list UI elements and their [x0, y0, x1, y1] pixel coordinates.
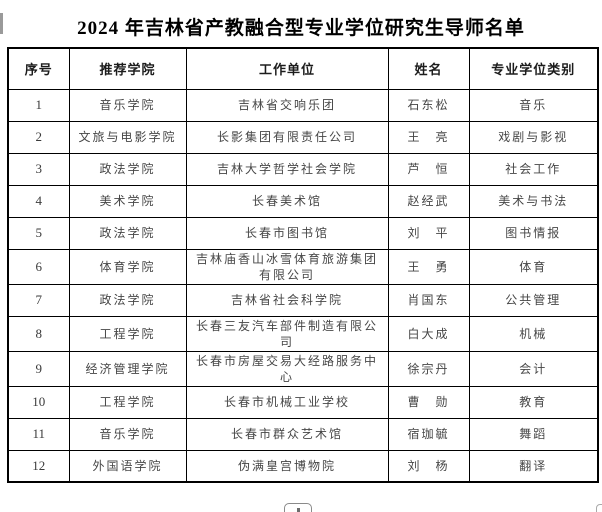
table-cell: 长春市群众艺术馆 — [185, 417, 389, 451]
table-cell: 体育学院 — [68, 248, 187, 285]
table-row: 5 政法学院 长春市图书馆刘 平图书情报 — [7, 216, 599, 250]
table-cell: 白大成 — [387, 315, 470, 352]
table-row: 7 政法学院 吉林省社会科学院 肖国东 公共管理 — [7, 283, 599, 317]
table-cell: 刘 平 — [387, 216, 470, 250]
table-cell: 体育 — [468, 248, 599, 285]
column-header-degree-type: 专业学位类别 — [468, 47, 599, 90]
table-header-row: 序号 推荐学院 工作单位 姓名 专业学位类别 — [7, 47, 599, 90]
table-cell: 宿珈毓 — [387, 417, 470, 451]
supervisor-roster-table: 序号 推荐学院 工作单位 姓名 专业学位类别 1 音乐学院 吉林省交响乐团 石东松 音乐… — [7, 47, 599, 483]
table-row: 2 文旅与电影学院 长影集团有限责任公司王 亮戏剧与影视 — [7, 120, 599, 154]
table-cell: 教育 — [468, 385, 599, 419]
table-cell: 美术与书法 — [468, 184, 599, 218]
table-cell: 石东松 — [387, 88, 470, 122]
table-cell: 工程学院 — [68, 315, 187, 352]
table-cell: 文旅与电影学院 — [68, 120, 187, 154]
table-cell: 戏剧与影视 — [468, 120, 599, 154]
table-cell: 公共管理 — [468, 283, 599, 317]
table-cell: 9 — [7, 350, 70, 387]
table-cell: 社会工作 — [468, 152, 599, 186]
table-cell: 政法学院 — [68, 152, 187, 186]
partial-button-fragment[interactable] — [284, 503, 312, 512]
table-cell: 外国语学院 — [68, 449, 187, 483]
table-cell: 长春美术馆 — [185, 184, 389, 218]
table-cell: 12 — [7, 449, 70, 483]
table-cell: 5 — [7, 216, 70, 250]
table-cell: 刘 杨 — [387, 449, 470, 483]
table-cell: 长春市机械工业学校 — [185, 385, 389, 419]
table-cell: 6 — [7, 248, 70, 285]
table-cell: 长春市图书馆 — [185, 216, 389, 250]
column-header-index: 序号 — [7, 47, 70, 90]
table-cell: 3 — [7, 152, 70, 186]
table-cell: 吉林大学哲学社会学院 — [185, 152, 389, 186]
table-cell: 长春市房屋交易大经路服务中心 — [185, 350, 389, 387]
column-header-workunit: 工作单位 — [185, 47, 389, 90]
table-row: 9 经济管理学院 长春市房屋交易大经路服务中心 徐宗丹 会计 — [7, 350, 599, 387]
table-cell: 经济管理学院 — [68, 350, 187, 387]
table-cell: 肖国东 — [387, 283, 470, 317]
table-cell: 音乐学院 — [68, 88, 187, 122]
table-cell: 王 勇 — [387, 248, 470, 285]
table-cell: 10 — [7, 385, 70, 419]
table-cell: 音乐 — [468, 88, 599, 122]
table-cell: 政法学院 — [68, 283, 187, 317]
table-cell: 吉林省社会科学院 — [185, 283, 389, 317]
button-glyph-fragment — [297, 508, 300, 512]
table-cell: 赵经武 — [387, 184, 470, 218]
column-header-college: 推荐学院 — [68, 47, 187, 90]
table-cell: 11 — [7, 417, 70, 451]
table-cell: 吉林庙香山冰雪体育旅游集团有限公司 — [185, 248, 389, 285]
table-cell: 伪满皇宫博物院 — [185, 449, 389, 483]
table-cell: 会计 — [468, 350, 599, 387]
table-row: 12 外国语学院 伪满皇宫博物院刘 杨翻译 — [7, 449, 599, 483]
table-cell: 1 — [7, 88, 70, 122]
table-cell: 8 — [7, 315, 70, 352]
page-title: 2024 年吉林省产教融合型专业学位研究生导师名单 — [77, 18, 525, 39]
table-cell: 图书情报 — [468, 216, 599, 250]
table-cell: 曹 勋 — [387, 385, 470, 419]
table-cell: 王 亮 — [387, 120, 470, 154]
table-row: 1 音乐学院 吉林省交响乐团 石东松 音乐 — [7, 88, 599, 122]
table-cell: 工程学院 — [68, 385, 187, 419]
table-cell: 2 — [7, 120, 70, 154]
table-row: 8 工程学院 长春三友汽车部件制造有限公司 白大成 机械 — [7, 315, 599, 352]
table-row: 11 音乐学院 长春市群众艺术馆 宿珈毓 舞蹈 — [7, 417, 599, 451]
table-cell: 徐宗丹 — [387, 350, 470, 387]
table-cell: 政法学院 — [68, 216, 187, 250]
table-cell: 4 — [7, 184, 70, 218]
left-edge-artifact — [0, 13, 3, 34]
table-row: 10 工程学院 长春市机械工业学校曹 勋教育 — [7, 385, 599, 419]
table-cell: 芦 恒 — [387, 152, 470, 186]
column-header-name: 姓名 — [387, 47, 470, 90]
table-cell: 美术学院 — [68, 184, 187, 218]
table-cell: 翻译 — [468, 449, 599, 483]
table-cell: 音乐学院 — [68, 417, 187, 451]
table-cell: 吉林省交响乐团 — [185, 88, 389, 122]
table-body: 1 音乐学院 吉林省交响乐团 石东松 音乐 2 文旅与电影学院 长影集团有限责任公司王 亮戏剧… — [7, 88, 599, 483]
table-row: 3 政法学院 吉林大学哲学社会学院芦 恒社会工作 — [7, 152, 599, 186]
table-cell: 机械 — [468, 315, 599, 352]
table-cell: 舞蹈 — [468, 417, 599, 451]
table-cell: 长影集团有限责任公司 — [185, 120, 389, 154]
bottom-right-artifact — [596, 504, 602, 512]
table-cell: 7 — [7, 283, 70, 317]
table-cell: 长春三友汽车部件制造有限公司 — [185, 315, 389, 352]
table-row: 6 体育学院 吉林庙香山冰雪体育旅游集团有限公司王 勇体育 — [7, 248, 599, 285]
table-row: 4 美术学院 长春美术馆 赵经武 美术与书法 — [7, 184, 599, 218]
